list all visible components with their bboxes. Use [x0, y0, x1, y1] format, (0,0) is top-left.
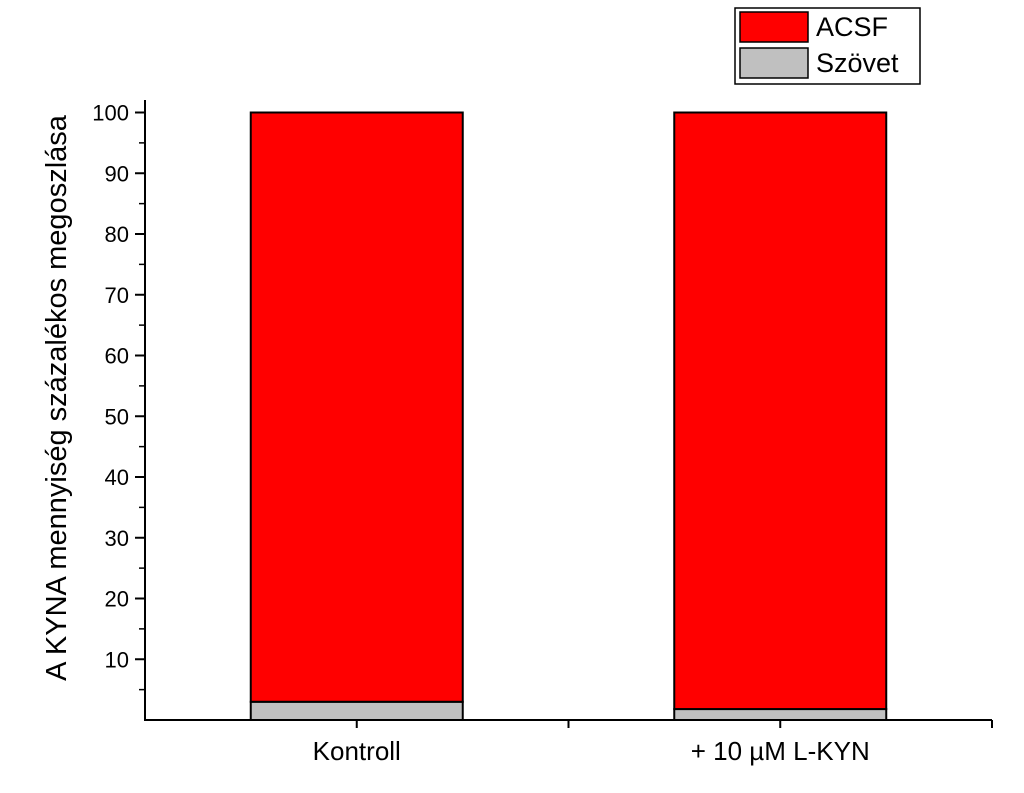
- y-tick-label: 50: [105, 404, 129, 429]
- bar-segment-acsf: [673, 111, 888, 711]
- y-tick-label: 90: [105, 161, 129, 186]
- legend-label: ACSF: [816, 12, 888, 42]
- y-tick-label: 20: [105, 587, 129, 612]
- legend-label: Szövet: [816, 48, 899, 78]
- y-tick-label: 60: [105, 344, 129, 369]
- bar-segment-szovet: [673, 708, 888, 722]
- y-tick-label: 30: [105, 526, 129, 551]
- legend-swatch: [739, 11, 809, 43]
- y-tick-label: 70: [105, 283, 129, 308]
- y-axis-label: A KYNA mennyiség százalékos megoszlása: [41, 114, 73, 681]
- legend: ACSF Szövet: [734, 7, 921, 85]
- y-tick-label: 10: [105, 647, 129, 672]
- x-labels-group: Kontroll + 10 µM L-KYN: [313, 720, 993, 766]
- x-category-label: Kontroll: [313, 736, 401, 766]
- y-ticks-group: 10 20 30 40 50 60 70 80 90 100: [92, 101, 145, 691]
- bars-group: [249, 111, 888, 722]
- bar-segment-acsf: [249, 111, 464, 703]
- y-tick-label: 100: [92, 101, 129, 126]
- bar-segment-szovet: [249, 700, 464, 722]
- y-tick-label: 40: [105, 465, 129, 490]
- y-tick-label: 80: [105, 222, 129, 247]
- legend-swatch: [739, 47, 809, 79]
- x-category-label: + 10 µM L-KYN: [691, 736, 870, 766]
